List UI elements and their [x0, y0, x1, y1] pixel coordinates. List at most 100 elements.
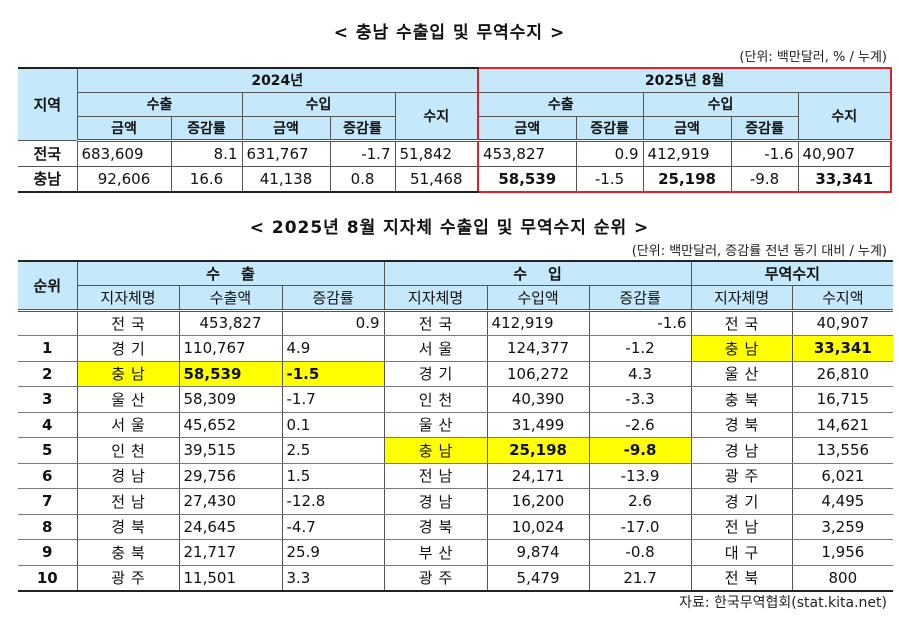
- balance-header-2025: 수지: [797, 91, 893, 142]
- value-cell: 24,645: [178, 513, 283, 540]
- region-cell: 경북: [690, 411, 793, 438]
- region-cell: 서울: [383, 335, 488, 362]
- value-cell: 24,171: [486, 462, 590, 489]
- value-cell: 13,556: [791, 437, 894, 464]
- region-cell: 대구: [690, 539, 793, 566]
- table-row: 9 충북 21,717 25.9 부산 9,874 -0.8 대구 1,956: [18, 539, 894, 566]
- export-region-header: 지자체명: [76, 284, 180, 312]
- value-cell: 11,501: [178, 564, 283, 592]
- cell: 16.6: [170, 165, 243, 193]
- region-cell: 경기: [383, 360, 488, 387]
- value-cell: 9,874: [486, 539, 590, 566]
- rate-cell: 4.3: [588, 360, 692, 387]
- cell: 92,606: [76, 165, 172, 193]
- rate-cell: -1.2: [588, 335, 692, 362]
- cell: 40,907: [797, 139, 893, 167]
- region-cell: 전남: [76, 488, 180, 515]
- value-cell: 40,907: [791, 309, 894, 336]
- region-cell-highlight: 충남: [76, 360, 180, 387]
- cell: 0.8: [329, 165, 396, 193]
- region-cell: 전국: [76, 309, 180, 336]
- amount-header: 금액: [76, 115, 172, 142]
- rate-cell: 2.5: [281, 437, 385, 464]
- cell: 453,827: [477, 139, 577, 167]
- region-cell: 전국: [383, 309, 488, 336]
- table-row: 7 전남 27,430 -12.8 경남 16,200 2.6 경기 4,495: [18, 488, 894, 515]
- value-cell: 16,200: [486, 488, 590, 515]
- cell: 51,468: [394, 165, 479, 193]
- rank-header: 순위: [18, 260, 78, 312]
- cell: 25,198: [642, 165, 732, 193]
- rate-cell: 4.9: [281, 335, 385, 362]
- region-cell: 광주: [690, 462, 793, 489]
- rate-cell: -12.8: [281, 488, 385, 515]
- rate-cell-highlight: -1.5: [281, 360, 385, 387]
- rate-cell: -3.3: [588, 386, 692, 413]
- rate-cell: -4.7: [281, 513, 385, 540]
- source-note: 자료: 한국무역협회(stat.kita.net): [679, 595, 887, 611]
- region-cell: 경기: [76, 335, 180, 362]
- export-header: 수 출: [76, 260, 385, 286]
- value-cell: 412,919: [486, 309, 590, 336]
- rate-cell: 21.7: [588, 564, 692, 592]
- rate-cell: 3.3: [281, 564, 385, 592]
- value-cell: 14,621: [791, 411, 894, 438]
- cell: 0.9: [575, 139, 644, 167]
- import-header-2025: 수입: [642, 91, 799, 117]
- summary-row-chungnam: 충남 92,606 16.6 41,138 0.8 51,468 58,539 …: [18, 165, 893, 193]
- value-cell: 26,810: [791, 360, 894, 387]
- value-cell: 39,515: [178, 437, 283, 464]
- cell: 51,842: [394, 139, 479, 167]
- cell: 33,341: [797, 165, 893, 193]
- region-cell: 부산: [383, 539, 488, 566]
- row-label: 전국: [18, 139, 78, 167]
- value-cell: 124,377: [486, 335, 590, 362]
- rate-cell: 0.9: [281, 309, 385, 336]
- amount-header: 금액: [241, 115, 331, 142]
- rate-cell: -17.0: [588, 513, 692, 540]
- rate-cell: 2.6: [588, 488, 692, 515]
- import-header: 수 입: [383, 260, 692, 286]
- period-2024-header: 2024년: [76, 67, 479, 93]
- rank-cell: 1: [18, 335, 78, 362]
- ranking-title: < 2025년 8월 지자체 수출입 및 무역수지 순위 >: [249, 218, 650, 238]
- cell: 58,539: [477, 165, 577, 193]
- rate-header: 증감률: [329, 115, 396, 142]
- region-cell: 인천: [76, 437, 180, 464]
- row-label: 충남: [18, 165, 78, 193]
- cell: -1.7: [329, 139, 396, 167]
- region-header: 지역: [18, 67, 78, 141]
- value-cell: 16,715: [791, 386, 894, 413]
- value-cell: 45,652: [178, 411, 283, 438]
- region-cell: 서울: [76, 411, 180, 438]
- rank-cell: 10: [18, 564, 78, 592]
- region-cell: 전남: [383, 462, 488, 489]
- rate-header: 증감률: [575, 115, 644, 142]
- cell: 8.1: [170, 139, 243, 167]
- region-cell: 전북: [690, 564, 793, 592]
- cell: -1.5: [575, 165, 644, 193]
- table-row: 6 경남 29,756 1.5 전남 24,171 -13.9 광주 6,021: [18, 462, 894, 489]
- value-cell: 5,479: [486, 564, 590, 592]
- ranking-unit: (단위: 백만달러, 증감률 전년 동기 대비 / 누계): [631, 244, 887, 259]
- value-cell: 27,430: [178, 488, 283, 515]
- export-amount-header: 수출액: [178, 284, 283, 312]
- rate-cell: -2.6: [588, 411, 692, 438]
- balance-region-header: 지자체명: [690, 284, 793, 312]
- region-cell: 충북: [690, 386, 793, 413]
- region-cell: 전국: [690, 309, 793, 336]
- summary-row-national: 전국 683,609 8.1 631,767 -1.7 51,842 453,8…: [18, 139, 893, 167]
- value-cell: 31,499: [486, 411, 590, 438]
- value-cell: 106,272: [486, 360, 590, 387]
- region-cell: 경남: [383, 488, 488, 515]
- rank-cell: 8: [18, 513, 78, 540]
- region-cell: 울산: [76, 386, 180, 413]
- rank-cell: 6: [18, 462, 78, 489]
- rate-header: 증감률: [730, 115, 799, 142]
- cell: -1.6: [730, 139, 799, 167]
- balance-header-2024: 수지: [394, 91, 479, 142]
- region-cell: 경남: [690, 437, 793, 464]
- rank-cell: [18, 309, 78, 336]
- value-cell: 4,495: [791, 488, 894, 515]
- table-row: 10 광주 11,501 3.3 광주 5,479 21.7 전북 800: [18, 564, 894, 592]
